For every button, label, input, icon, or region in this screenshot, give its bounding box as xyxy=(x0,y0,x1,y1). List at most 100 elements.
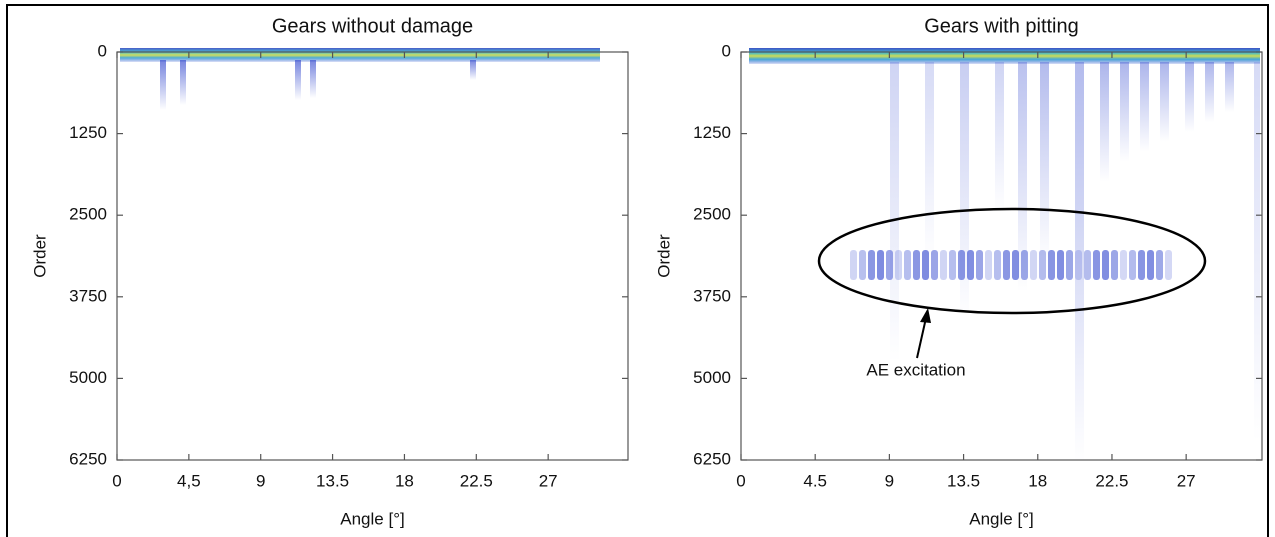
streak xyxy=(1185,62,1194,132)
cluster xyxy=(1030,250,1037,280)
y-tick-label: 3750 xyxy=(693,286,731,305)
streak xyxy=(1075,62,1084,462)
x-tick-label: 9 xyxy=(256,471,265,490)
x-tick-label: 27 xyxy=(1177,471,1196,490)
streak xyxy=(1040,62,1049,262)
streak xyxy=(890,62,899,362)
y-tick-label: 6250 xyxy=(69,449,107,468)
cluster xyxy=(850,250,857,280)
cluster xyxy=(1012,250,1019,280)
streak xyxy=(160,60,166,110)
cluster xyxy=(904,250,911,280)
energy-band xyxy=(120,48,600,62)
cluster xyxy=(895,250,902,280)
cluster xyxy=(1102,250,1109,280)
plot-area xyxy=(116,51,629,461)
cluster xyxy=(922,250,929,280)
plot-area xyxy=(740,51,1263,461)
arrow-shaft xyxy=(916,317,927,359)
streak xyxy=(1225,62,1234,112)
x-tick-label: 18 xyxy=(1028,471,1047,490)
y-axis-label: Order xyxy=(654,234,673,278)
streak xyxy=(1100,62,1109,182)
x-axis-label: Angle [°] xyxy=(969,509,1033,528)
cluster xyxy=(1075,250,1082,280)
energy-band xyxy=(749,48,1260,64)
cluster xyxy=(1156,250,1163,280)
y-tick-label: 0 xyxy=(98,41,107,60)
cluster xyxy=(868,250,875,280)
cluster xyxy=(1021,250,1028,280)
cluster xyxy=(859,250,866,280)
chart-title: Gears with pitting xyxy=(924,15,1079,37)
cluster xyxy=(976,250,983,280)
cluster xyxy=(949,250,956,280)
chart-title: Gears without damage xyxy=(272,15,473,37)
cluster xyxy=(1048,250,1055,280)
cluster xyxy=(886,250,893,280)
streak xyxy=(1254,62,1260,442)
x-tick-label: 27 xyxy=(539,471,558,490)
x-tick-label: 22.5 xyxy=(1095,471,1128,490)
y-tick-label: 1250 xyxy=(693,123,731,142)
x-tick-label: 22.5 xyxy=(460,471,493,490)
streak xyxy=(925,62,934,262)
cluster xyxy=(913,250,920,280)
x-tick-label: 9 xyxy=(885,471,894,490)
cluster xyxy=(1129,250,1136,280)
cluster xyxy=(958,250,965,280)
cluster xyxy=(931,250,938,280)
y-tick-label: 1250 xyxy=(69,123,107,142)
cluster xyxy=(877,250,884,280)
streak xyxy=(470,60,476,80)
y-tick-label: 0 xyxy=(722,41,731,60)
x-tick-label: 0 xyxy=(112,471,121,490)
y-tick-label: 5000 xyxy=(693,368,731,387)
streak xyxy=(180,60,186,105)
cluster xyxy=(1003,250,1010,280)
annotation: AE excitation xyxy=(866,360,965,379)
x-tick-label: 13.5 xyxy=(947,471,980,490)
streak xyxy=(1205,62,1214,122)
x-tick-label: 4.5 xyxy=(803,471,827,490)
spectrogram-texture xyxy=(120,48,1260,462)
cluster xyxy=(967,250,974,280)
x-axis-label: Angle [°] xyxy=(340,509,404,528)
cluster xyxy=(940,250,947,280)
x-tick-label: 13.5 xyxy=(316,471,349,490)
cluster xyxy=(1138,250,1145,280)
y-tick-label: 6250 xyxy=(693,449,731,468)
cluster xyxy=(1066,250,1073,280)
cluster xyxy=(1039,250,1046,280)
x-tick-label: 4,5 xyxy=(177,471,201,490)
streak xyxy=(310,60,316,98)
streak xyxy=(295,60,301,100)
streak xyxy=(960,62,969,322)
x-tick-label: 18 xyxy=(395,471,414,490)
arrow-head xyxy=(920,308,931,323)
cluster xyxy=(1057,250,1064,280)
cluster xyxy=(985,250,992,280)
streak xyxy=(995,62,1004,212)
y-axis-label: Order xyxy=(30,234,49,278)
cluster xyxy=(994,250,1001,280)
streak xyxy=(1140,62,1149,152)
y-tick-label: 5000 xyxy=(69,368,107,387)
y-tick-label: 2500 xyxy=(693,205,731,224)
cluster xyxy=(1111,250,1118,280)
x-tick-label: 0 xyxy=(736,471,745,490)
cluster xyxy=(1165,250,1172,280)
streak xyxy=(1018,62,1027,292)
frame xyxy=(6,4,1269,537)
cluster xyxy=(1093,250,1100,280)
streak xyxy=(1120,62,1129,162)
highlight-ellipse xyxy=(817,207,1207,315)
cluster xyxy=(1120,250,1127,280)
cluster xyxy=(1084,250,1091,280)
y-tick-label: 3750 xyxy=(69,286,107,305)
cluster xyxy=(1147,250,1154,280)
streak xyxy=(1160,62,1169,142)
y-tick-label: 2500 xyxy=(69,205,107,224)
